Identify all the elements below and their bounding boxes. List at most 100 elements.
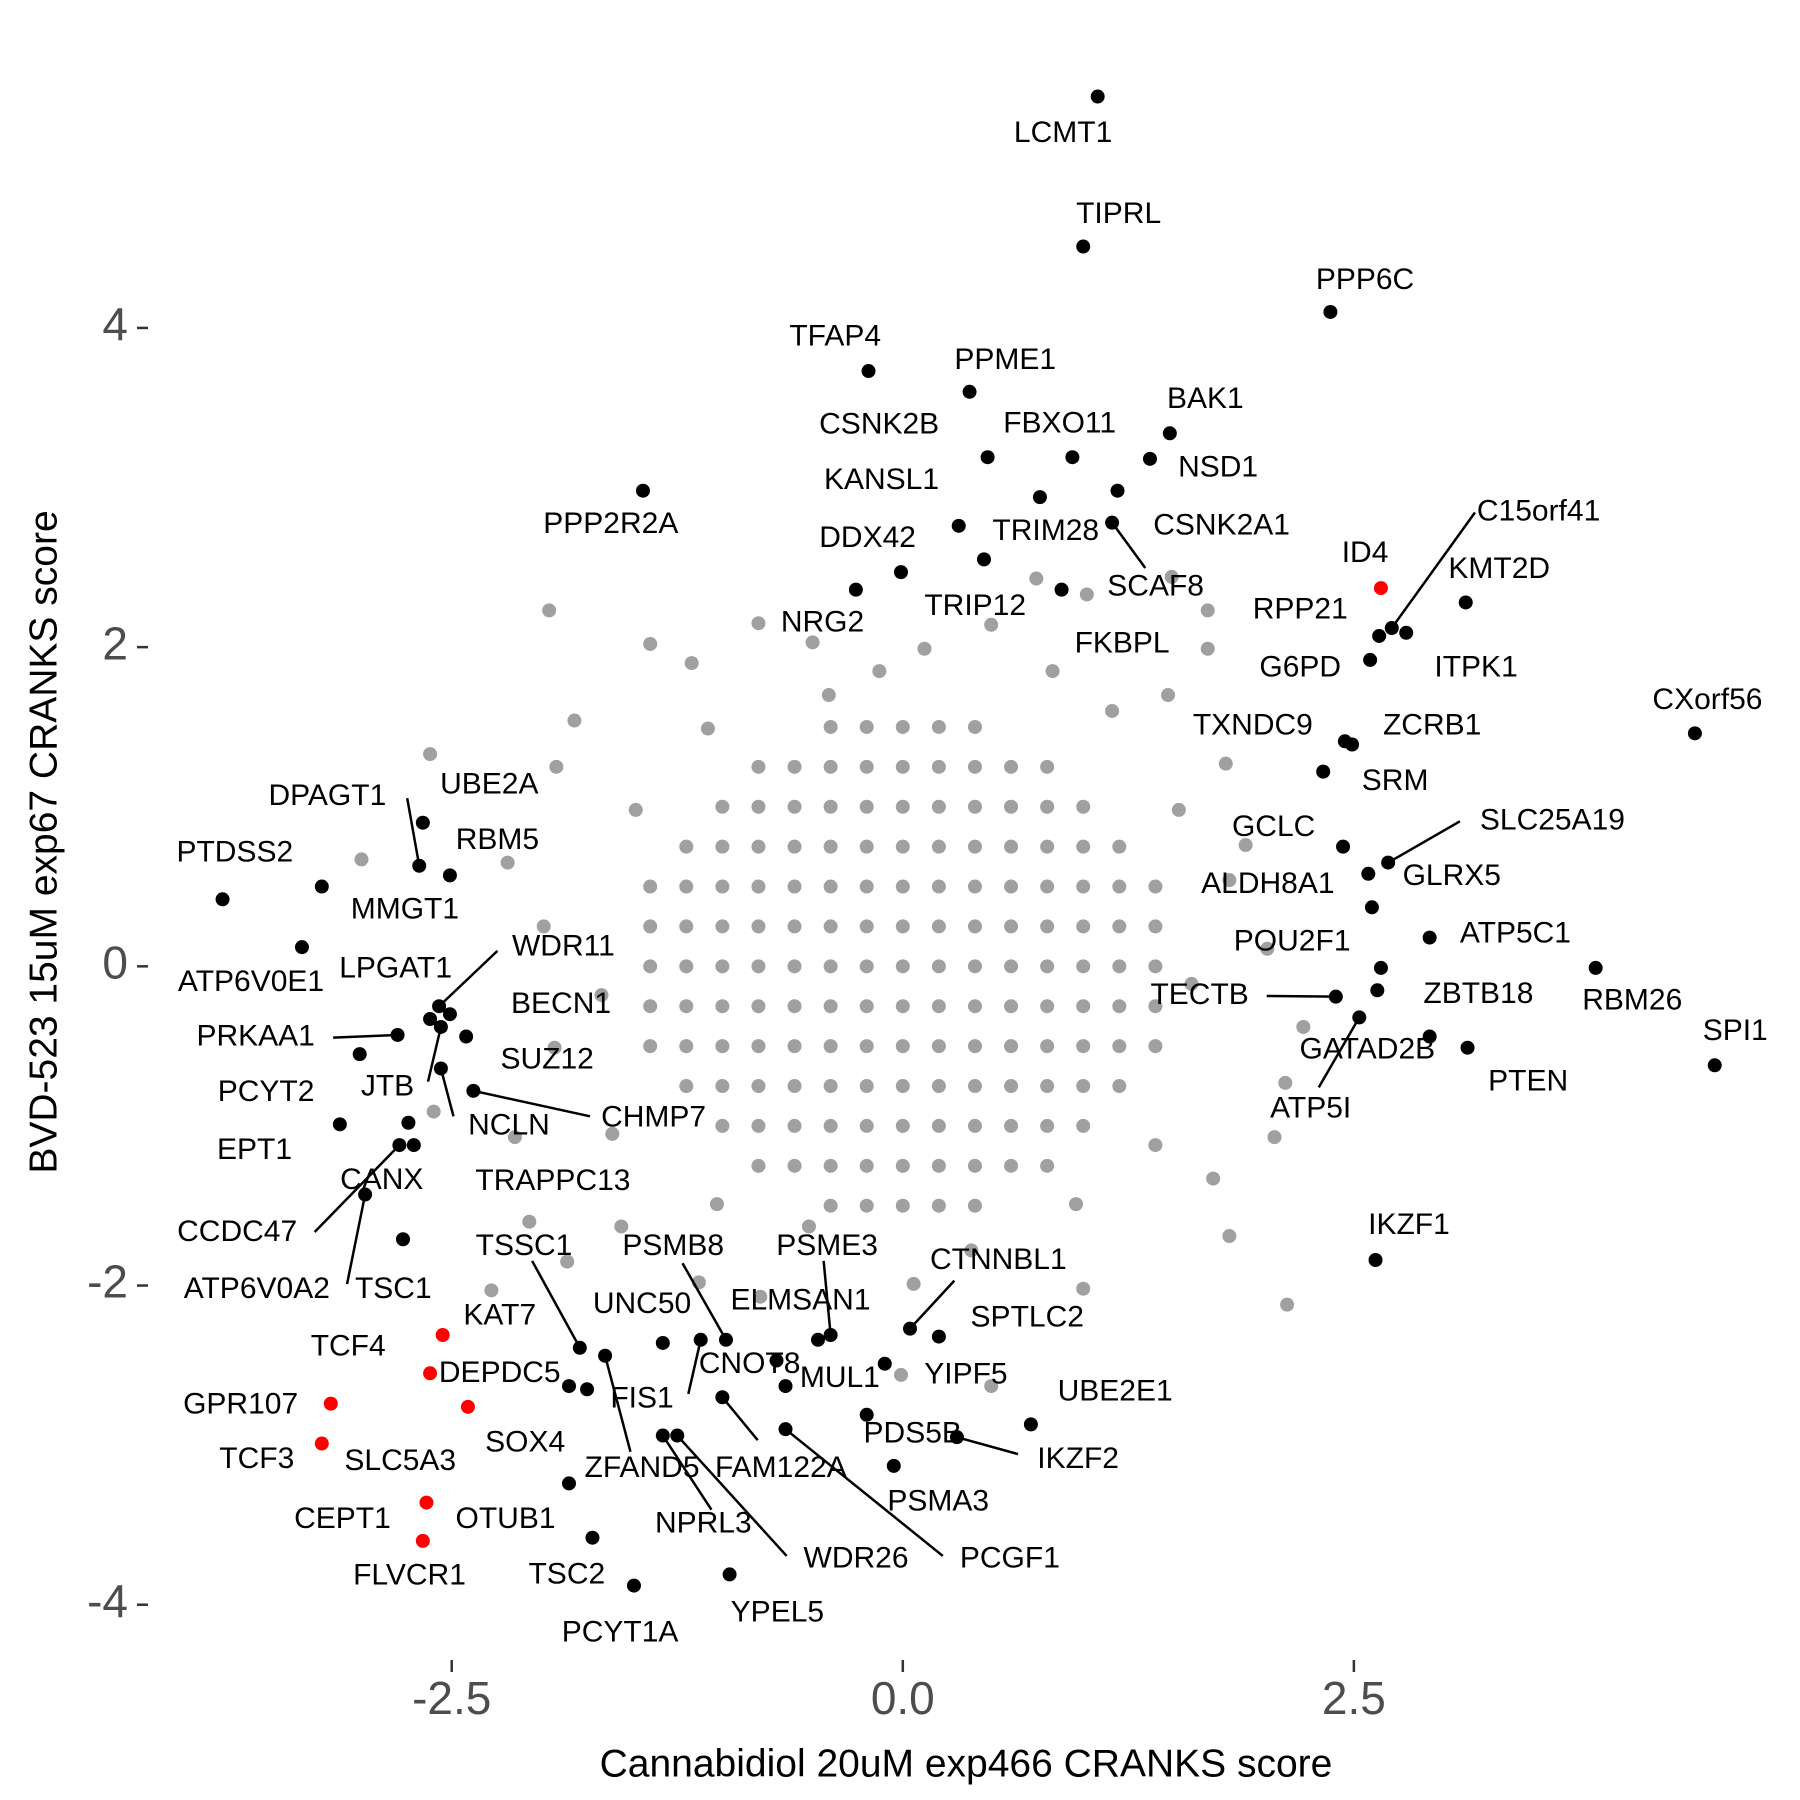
point-label: PRKAA1 <box>196 1020 314 1053</box>
point <box>787 759 802 774</box>
point <box>859 999 874 1014</box>
point <box>643 879 658 894</box>
leader-line <box>784 1428 944 1557</box>
point <box>1090 89 1105 104</box>
point <box>626 1578 641 1593</box>
point-label: TXNDC9 <box>1193 708 1313 741</box>
point-label: TRIM28 <box>992 514 1099 547</box>
point <box>1112 839 1127 854</box>
point <box>787 799 802 814</box>
point <box>1222 873 1237 888</box>
point <box>1004 839 1019 854</box>
point-label: LCMT1 <box>1014 116 1112 149</box>
y-axis-title: BVD-523 15uM exp67 CRANKS score <box>22 510 65 1173</box>
point <box>931 999 946 1014</box>
point <box>984 617 999 632</box>
point <box>332 1117 347 1132</box>
point <box>679 1039 694 1054</box>
point <box>314 1436 329 1451</box>
point <box>823 1039 838 1054</box>
point <box>715 999 730 1014</box>
point <box>976 552 991 567</box>
point <box>751 879 766 894</box>
point-label: NSD1 <box>1178 450 1258 483</box>
point <box>1399 625 1414 640</box>
point <box>722 1567 737 1582</box>
point <box>967 799 982 814</box>
point <box>895 879 910 894</box>
point <box>1707 1058 1722 1073</box>
point-label: CSNK2B <box>819 408 939 441</box>
point <box>895 1198 910 1213</box>
point-label: RBM5 <box>456 823 539 856</box>
point <box>1112 959 1127 974</box>
point <box>715 919 730 934</box>
point <box>895 799 910 814</box>
point <box>906 1276 921 1291</box>
leader-line <box>405 797 421 867</box>
point-label: G6PD <box>1259 651 1341 684</box>
point-label: PCYT2 <box>218 1075 315 1108</box>
leader-line <box>676 1434 788 1557</box>
point <box>1040 879 1055 894</box>
leader-line <box>438 949 499 1008</box>
point-label: OTUB1 <box>456 1502 556 1535</box>
point <box>1218 756 1233 771</box>
point-label: TIPRL <box>1076 197 1161 230</box>
point-label: CXorf56 <box>1652 683 1762 716</box>
point <box>1148 1039 1163 1054</box>
point <box>859 759 874 774</box>
point <box>823 1118 838 1133</box>
point <box>614 1219 629 1234</box>
point <box>562 1476 577 1491</box>
point <box>823 839 838 854</box>
point <box>1336 839 1351 854</box>
point <box>751 1039 766 1054</box>
point <box>861 364 876 379</box>
point <box>354 852 369 867</box>
point <box>805 635 820 650</box>
point <box>700 721 715 736</box>
point <box>1004 1079 1019 1094</box>
point <box>967 759 982 774</box>
point-label: PSME3 <box>776 1229 878 1262</box>
point <box>715 799 730 814</box>
point <box>1148 959 1163 974</box>
point <box>751 959 766 974</box>
point <box>709 1197 724 1212</box>
point <box>459 1029 474 1044</box>
point <box>679 839 694 854</box>
point <box>294 940 309 955</box>
point-label: CCDC47 <box>177 1215 297 1248</box>
point <box>895 919 910 934</box>
point <box>931 1118 946 1133</box>
point <box>787 879 802 894</box>
point <box>1076 1079 1091 1094</box>
point <box>1364 900 1379 915</box>
point-label: GATAD2B <box>1300 1032 1436 1065</box>
point <box>442 1007 457 1022</box>
point-label: CHMP7 <box>601 1101 706 1134</box>
point <box>1422 1029 1437 1044</box>
point-label: CNOT8 <box>699 1347 801 1380</box>
point-label: SLC5A3 <box>344 1444 456 1477</box>
point <box>1260 941 1275 956</box>
point <box>1112 999 1127 1014</box>
point-label: TECTB <box>1150 978 1248 1011</box>
point-label: TRAPPC13 <box>475 1164 630 1197</box>
point-label: UBE2E1 <box>1058 1375 1173 1408</box>
point <box>1206 1171 1221 1186</box>
leader-line <box>956 1435 1019 1456</box>
point <box>605 1126 620 1141</box>
point <box>1004 879 1019 894</box>
point-label: EPT1 <box>217 1133 292 1166</box>
point <box>895 759 910 774</box>
point <box>859 919 874 934</box>
point <box>859 959 874 974</box>
point <box>423 1012 438 1027</box>
leader-line <box>426 1026 443 1082</box>
point-label: TFAP4 <box>789 320 881 353</box>
point-label: PSMA3 <box>887 1485 989 1518</box>
point-label: TRIP12 <box>924 589 1026 622</box>
point-label: FIS1 <box>610 1382 673 1415</box>
